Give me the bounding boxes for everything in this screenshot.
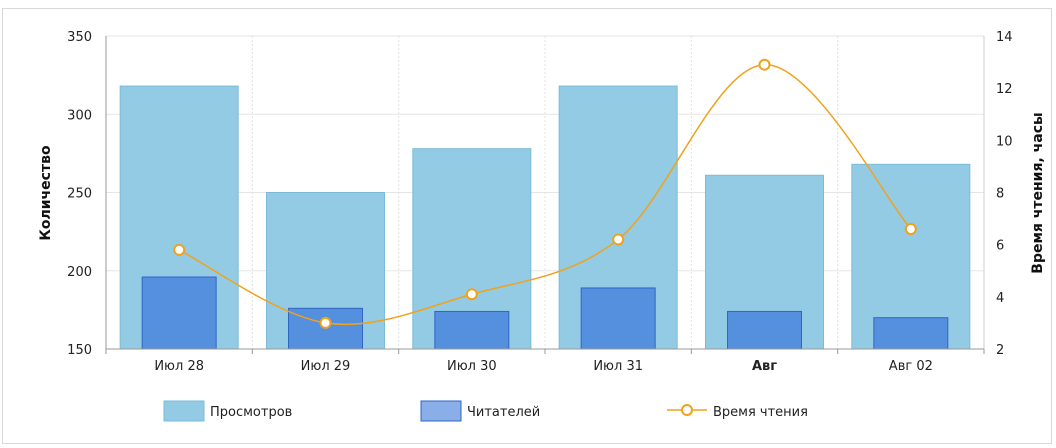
legend-label-views: Просмотров [210,405,292,420]
y-axis-title-left: Количество [38,145,54,241]
y-tick-left-3: 300 [67,108,92,123]
y-tick-right-4: 10 [996,134,1013,149]
y-tick-right-0: 2 [996,343,1004,358]
reading-time-curve [178,63,912,326]
reading-time-point-3 [612,233,625,246]
y-tick-right-1: 4 [996,291,1004,306]
legend-label-reading-time: Время чтения [713,405,808,420]
y-axis-title-right: Время чтения, часы [1030,112,1046,273]
x-tick-label-5: Авг 02 [889,359,933,374]
reading-time-point-2 [465,288,478,301]
grid-lines [105,35,985,349]
reading-time-point-4 [758,58,771,71]
y-tick-left-0: 150 [67,343,92,358]
bar-readers-3 [580,287,656,350]
legend-swatch-marker [681,404,693,416]
y-tick-left-1: 200 [67,265,92,280]
x-tick-label-2: Июл 30 [447,359,497,374]
y-tick-right-2: 6 [996,239,1004,254]
bar-readers-4 [727,310,802,350]
y-tick-right-3: 8 [996,187,1004,202]
x-tick-label-3: Июл 31 [593,359,643,374]
y-tick-left-4: 350 [67,30,92,45]
y-tick-left-2: 250 [67,187,92,202]
legend-swatch-readers [420,400,462,422]
tick-labels: 150 200 250 300 350 2 4 6 8 10 12 14 Июл 28 Июл 29 Июл… [67,30,1012,374]
bar-readers-0 [141,276,217,350]
reading-time-point-5 [904,223,917,236]
y-tick-right-6: 14 [996,30,1013,45]
reading-time-point-0 [173,243,186,256]
bar-readers-5 [873,317,949,350]
legend-label-readers: Читателей [467,405,540,420]
bar-readers-2 [434,310,510,350]
reading-time-line [173,58,917,329]
reading-time-point-1 [319,316,332,329]
x-tick-label-0: Июл 28 [154,359,204,374]
axes [105,36,985,354]
legend-swatch-views [163,400,205,422]
x-tick-label-4: Авг [752,359,777,374]
y-tick-right-5: 12 [996,82,1013,97]
legend: Просмотров Читателей Время чтения [163,400,808,422]
x-tick-label-1: Июл 29 [301,359,351,374]
